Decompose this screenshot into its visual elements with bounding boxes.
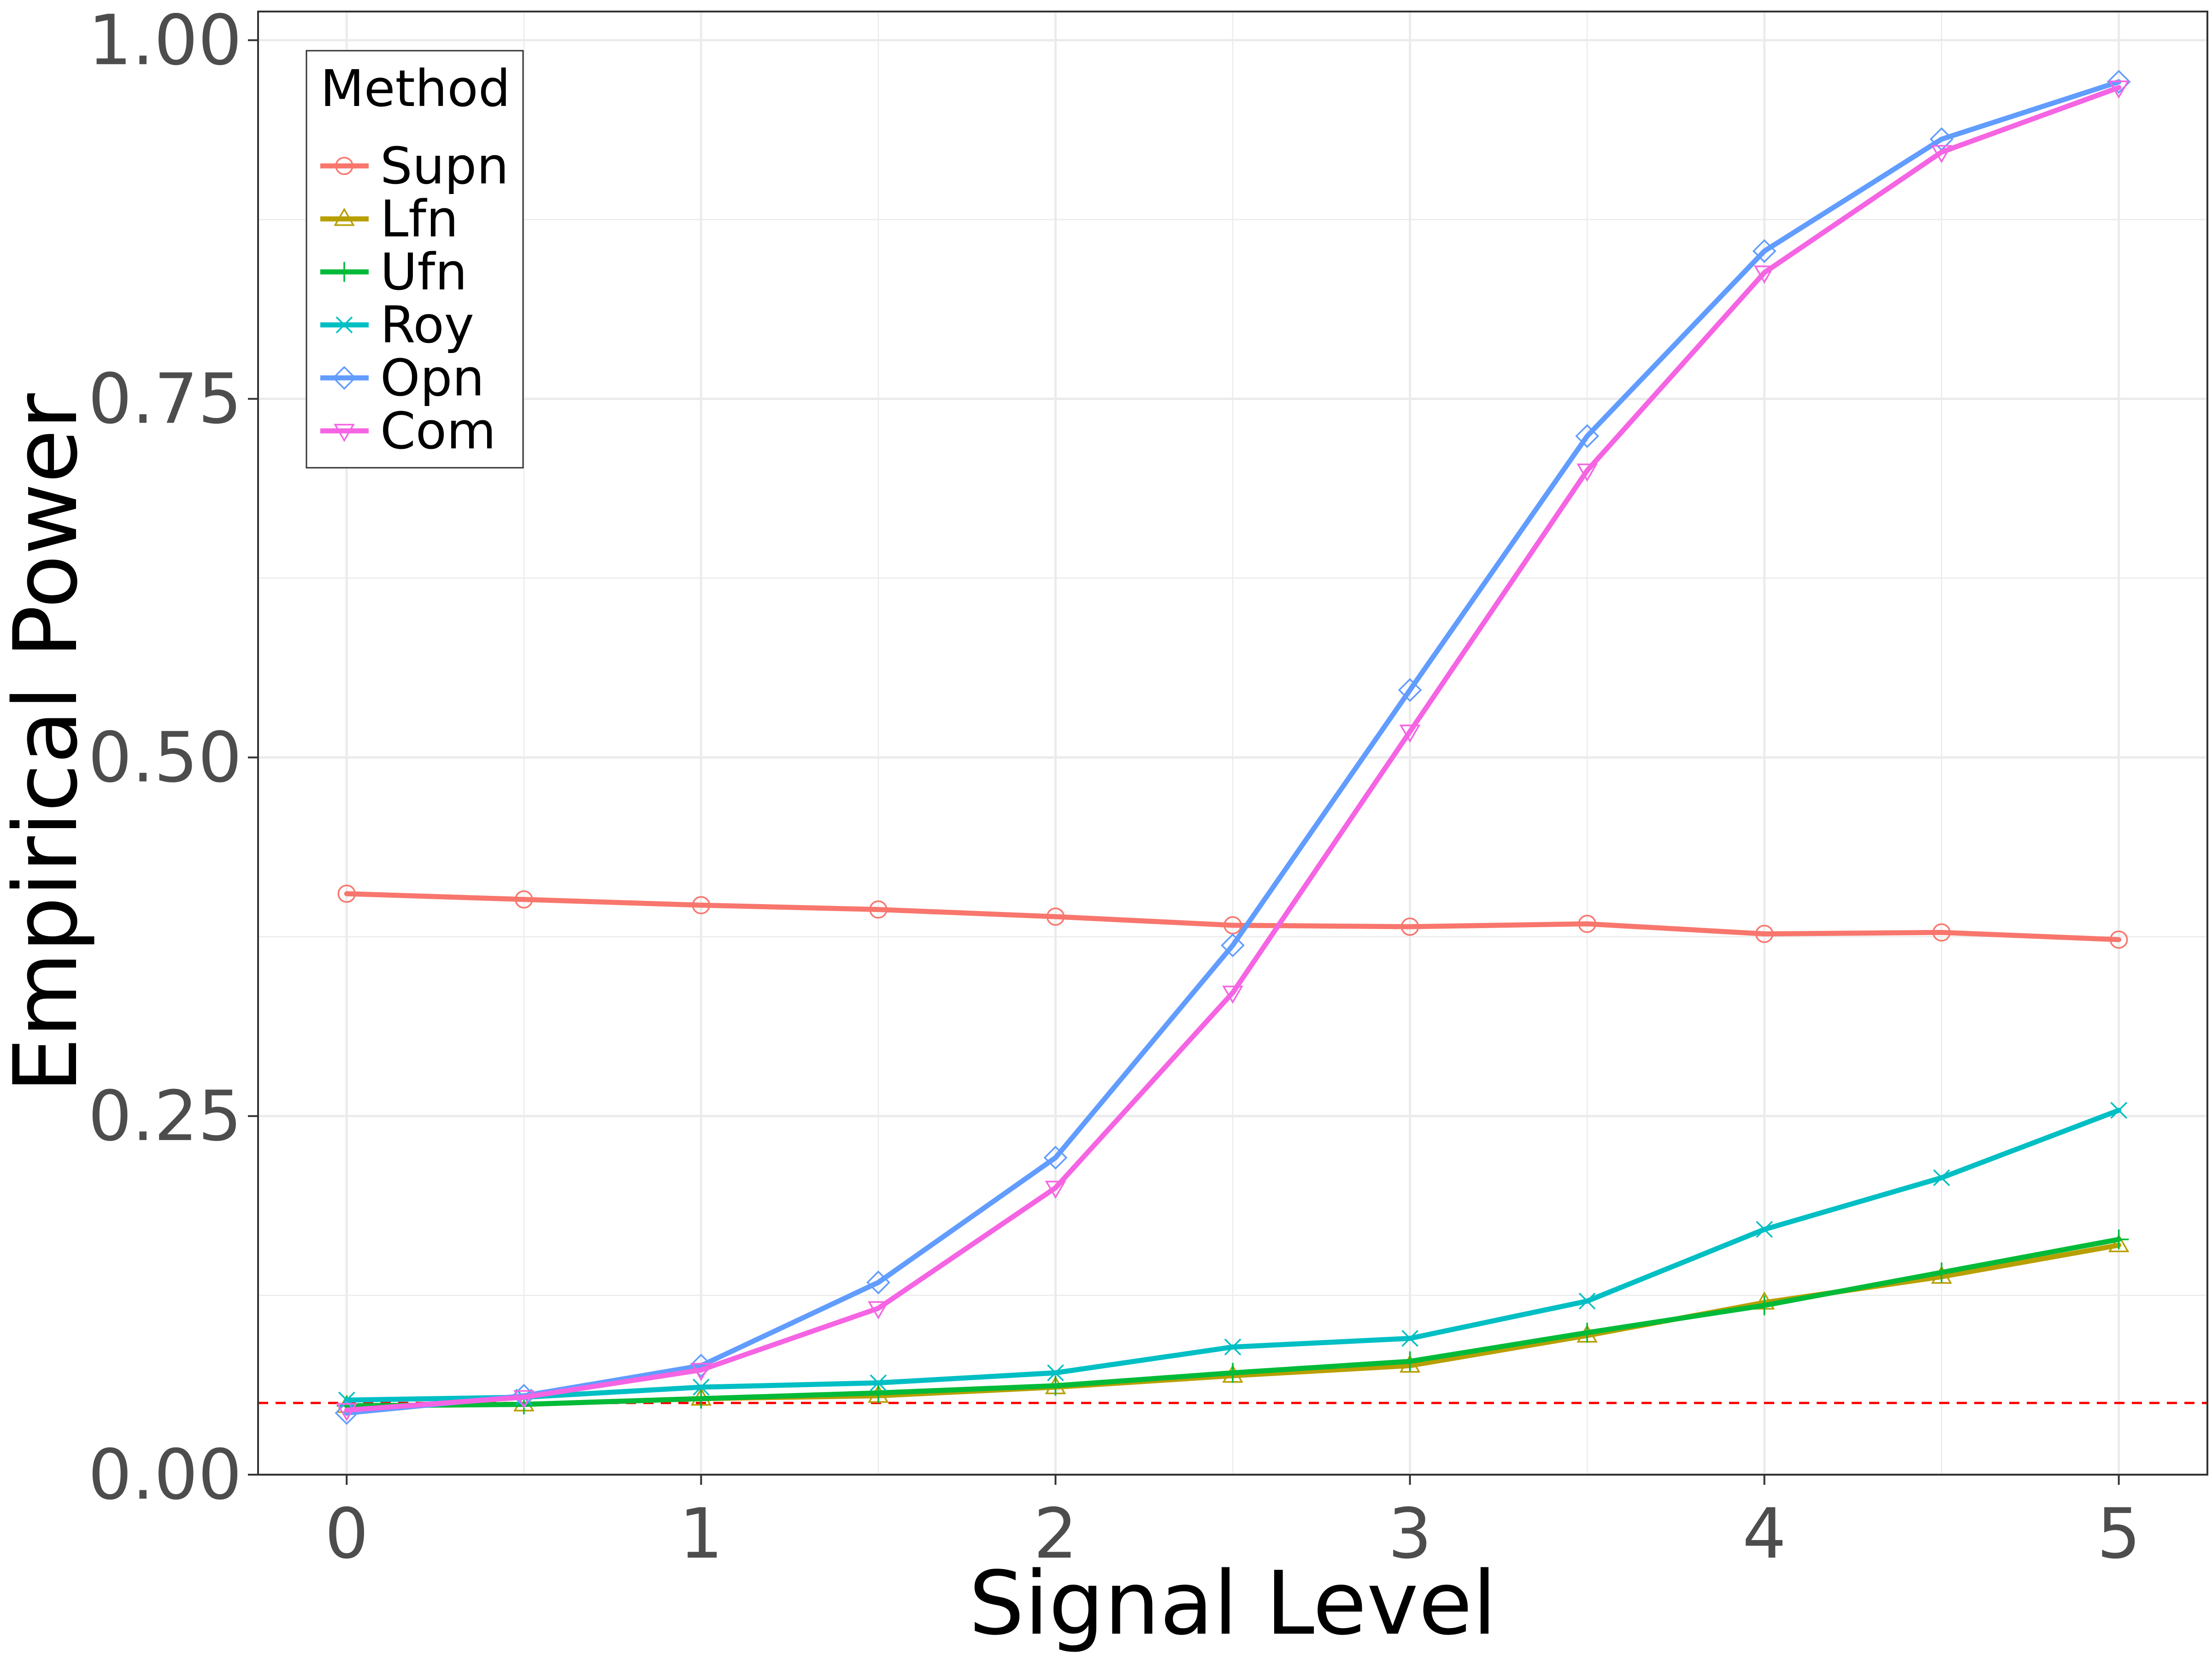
series-group xyxy=(335,70,2131,1425)
data-point-com xyxy=(2108,80,2130,99)
data-point-roy xyxy=(870,1374,887,1392)
data-point-supn xyxy=(692,896,711,914)
series-com xyxy=(336,80,2130,1422)
data-point-opn xyxy=(866,1271,890,1294)
x-tick-label: 5 xyxy=(2097,1494,2141,1574)
data-point-supn xyxy=(515,890,533,909)
data-point-supn xyxy=(1046,907,1065,926)
data-point-opn xyxy=(1398,678,1422,702)
legend-swatch-marker-opn xyxy=(332,366,356,390)
data-point-com xyxy=(1222,985,1243,1004)
x-tick-label: 3 xyxy=(1388,1494,1432,1574)
legend-swatch-marker-com xyxy=(334,424,355,442)
legend-swatch-marker-roy xyxy=(335,316,353,334)
panel-border xyxy=(257,11,2208,1476)
data-point-opn xyxy=(1221,933,1245,958)
data-point-supn xyxy=(869,900,888,919)
data-point-ufn xyxy=(1045,1376,1066,1396)
series-roy xyxy=(338,1102,2128,1409)
legend-label-supn: Supn xyxy=(380,136,509,195)
data-point-roy xyxy=(1224,1338,1241,1356)
data-point-roy xyxy=(1756,1221,1773,1238)
data-point-opn xyxy=(1575,424,1599,448)
series-line-supn xyxy=(344,891,2122,942)
series-ufn xyxy=(336,1229,2129,1416)
legend-box xyxy=(306,50,524,469)
data-point-supn xyxy=(1932,923,1951,942)
x-tick-label: 1 xyxy=(679,1494,723,1574)
data-point-ufn xyxy=(1577,1323,1597,1343)
legend-label-roy: Roy xyxy=(380,295,474,354)
y-tick-label: 1.00 xyxy=(88,0,242,81)
data-point-ufn xyxy=(1223,1363,1243,1383)
legend-label-lfn: Lfn xyxy=(380,189,459,248)
y-tick-label: 0.50 xyxy=(88,718,242,798)
data-point-com xyxy=(690,1363,712,1381)
data-point-opn xyxy=(689,1353,713,1378)
data-point-roy xyxy=(693,1378,710,1396)
data-point-com xyxy=(1577,463,1598,482)
legend-item-com: Com xyxy=(320,401,496,460)
y-axis-title: Empirical Power xyxy=(0,393,97,1093)
legend-title: Method xyxy=(320,59,511,118)
data-point-roy xyxy=(1401,1330,1418,1347)
series-supn xyxy=(337,884,2128,949)
data-point-roy xyxy=(338,1391,355,1409)
legend-swatch-marker-lfn xyxy=(334,207,355,226)
legend-item-supn: Supn xyxy=(320,136,509,195)
data-point-com xyxy=(513,1390,535,1409)
legend-swatch-marker-supn xyxy=(335,157,353,175)
data-point-ufn xyxy=(691,1388,711,1409)
data-point-com xyxy=(1753,265,1775,284)
data-point-com xyxy=(1931,145,1953,164)
data-point-opn xyxy=(1043,1146,1068,1170)
data-point-com xyxy=(336,1403,358,1422)
x-axis-title: Signal Level xyxy=(969,1553,1497,1654)
legend-label-ufn: Ufn xyxy=(380,242,467,301)
x-tick-label: 4 xyxy=(1742,1494,1786,1574)
data-point-roy xyxy=(1578,1293,1596,1310)
data-point-supn xyxy=(2109,930,2128,949)
y-tick-label: 0.00 xyxy=(88,1435,242,1515)
y-tick-label: 0.25 xyxy=(88,1077,242,1157)
y-axis: 0.00 0.25 0.50 0.75 1.00 xyxy=(88,0,258,1515)
data-point-ufn xyxy=(868,1382,888,1403)
data-point-supn xyxy=(1578,914,1596,933)
legend-label-com: Com xyxy=(380,401,496,460)
data-point-opn xyxy=(2106,70,2131,94)
y-tick-label: 0.75 xyxy=(88,359,242,439)
data-point-opn xyxy=(1752,239,1777,263)
legend-item-lfn: Lfn xyxy=(320,189,459,248)
data-point-com xyxy=(868,1301,889,1320)
x-tick-label: 0 xyxy=(325,1494,369,1574)
legend-swatch-marker-ufn xyxy=(334,262,354,282)
series-line-opn xyxy=(344,79,2122,1416)
series-line-com xyxy=(344,85,2122,1413)
data-point-roy xyxy=(1047,1364,1064,1382)
data-point-roy xyxy=(1933,1169,1950,1186)
x-tick-label: 2 xyxy=(1034,1494,1077,1574)
legend-item-roy: Roy xyxy=(320,295,474,354)
data-point-lfn xyxy=(2108,1234,2130,1253)
data-point-supn xyxy=(1755,924,1774,943)
data-point-com xyxy=(1399,724,1421,743)
data-point-ufn xyxy=(2109,1229,2129,1250)
data-point-supn xyxy=(1400,918,1419,936)
data-point-ufn xyxy=(1931,1262,1952,1282)
data-point-supn xyxy=(337,884,356,903)
data-point-ufn xyxy=(1400,1351,1420,1371)
data-point-roy xyxy=(2110,1102,2128,1119)
grid-lines xyxy=(258,12,2207,1476)
x-axis: 0 1 2 3 4 5 xyxy=(325,1475,2141,1574)
legend-item-ufn: Ufn xyxy=(320,242,467,301)
data-point-com xyxy=(1045,1181,1066,1199)
data-point-ufn xyxy=(1754,1295,1775,1316)
legend-item-opn: Opn xyxy=(320,348,484,407)
legend-label-opn: Opn xyxy=(380,348,484,407)
